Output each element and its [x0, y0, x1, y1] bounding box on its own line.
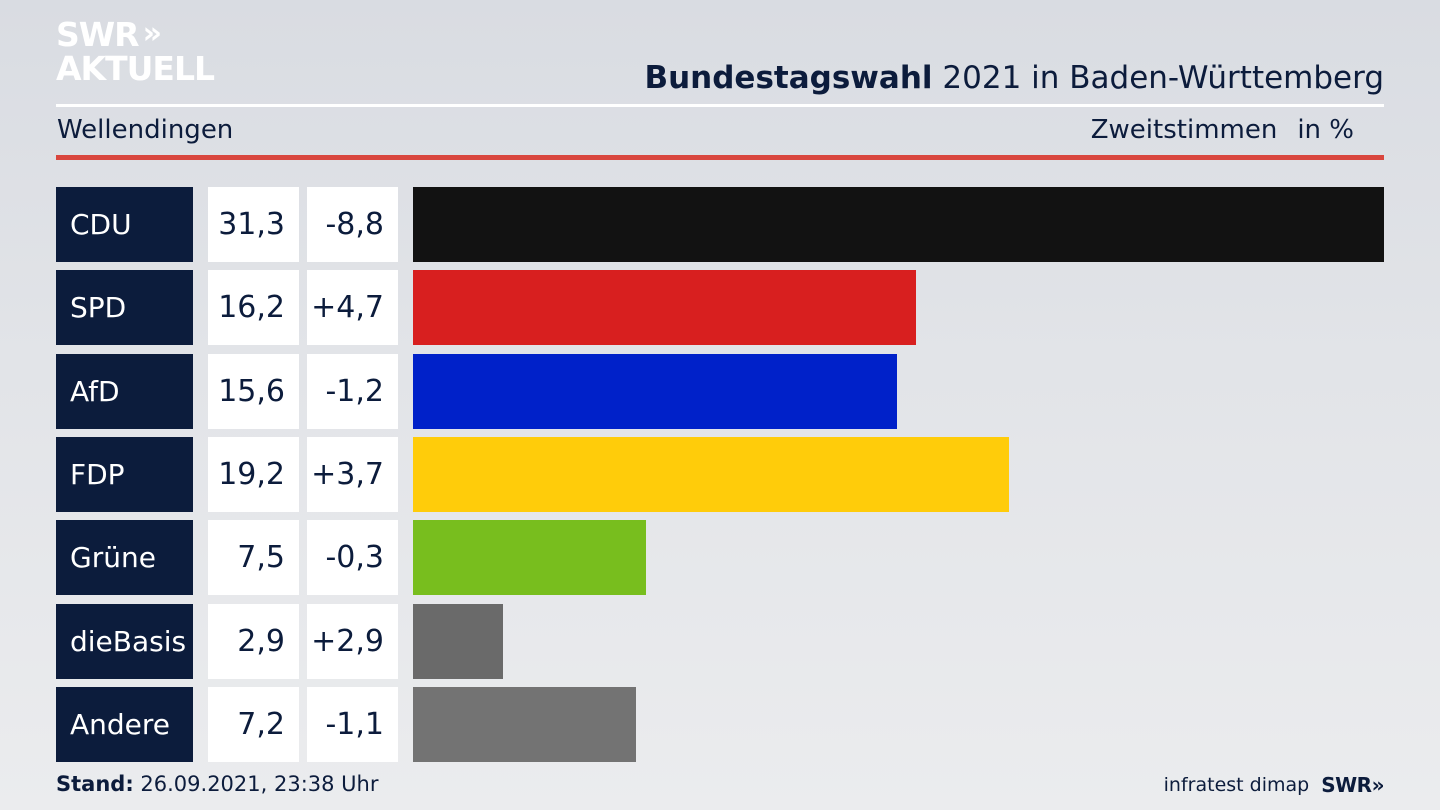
result-row-diebasis: dieBasis 2,9 +2,9 [56, 604, 1384, 679]
accent-divider [56, 155, 1384, 160]
bar-grüne [413, 520, 646, 595]
constituency-label: Wellendingen [57, 115, 234, 145]
vote-change-value: +3,7 [307, 437, 398, 512]
vote-share-value: 16,2 [208, 270, 299, 345]
vote-change-value: -1,2 [307, 354, 398, 429]
vote-change-value: -1,1 [307, 687, 398, 762]
header-divider [56, 104, 1384, 107]
page-title: Bundestagswahl 2021 in Baden-Württemberg [644, 60, 1384, 96]
chevron-right-icon: » [142, 16, 163, 51]
vote-share-value: 7,5 [208, 520, 299, 595]
result-row-fdp: FDP 19,2 +3,7 [56, 437, 1384, 512]
logo-aktuell-text: AKTUELL [56, 49, 215, 88]
timestamp: Stand: 26.09.2021, 23:38 Uhr [56, 772, 379, 796]
party-label: Andere [56, 687, 193, 762]
vote-change-value: -0,3 [307, 520, 398, 595]
result-row-andere: Andere 7,2 -1,1 [56, 687, 1384, 762]
party-label: SPD [56, 270, 193, 345]
bar-spd [413, 270, 916, 345]
stand-label: Stand: [56, 772, 134, 796]
bar-fdp [413, 437, 1009, 512]
vote-share-value: 7,2 [208, 687, 299, 762]
result-row-spd: SPD 16,2 +4,7 [56, 270, 1384, 345]
party-label: dieBasis [56, 604, 193, 679]
footer-credits: infratest dimap SWR» [1163, 773, 1385, 797]
result-row-cdu: CDU 31,3 -8,8 [56, 187, 1384, 262]
bar-andere [413, 687, 636, 762]
bar-diebasis [413, 604, 503, 679]
vote-change-value: +2,9 [307, 604, 398, 679]
vote-share-value: 19,2 [208, 437, 299, 512]
source-label: infratest dimap [1163, 774, 1310, 796]
logo-swr-text: SWR [56, 14, 140, 54]
vote-share-value: 2,9 [208, 604, 299, 679]
vote-type-label: Zweitstimmen in % [1091, 115, 1354, 145]
swr-brand-logo: SWR» [1321, 773, 1384, 797]
result-row-grüne: Grüne 7,5 -0,3 [56, 520, 1384, 595]
vote-type: Zweitstimmen [1090, 115, 1278, 145]
vote-share-value: 15,6 [208, 354, 299, 429]
party-label: Grüne [56, 520, 193, 595]
stand-value: 26.09.2021, 23:38 Uhr [133, 772, 379, 796]
party-label: FDP [56, 437, 193, 512]
vote-share-value: 31,3 [208, 187, 299, 262]
title-bold: Bundestagswahl [644, 60, 933, 96]
party-label: AfD [56, 354, 193, 429]
swr-aktuell-logo: SWR » AKTUELL [56, 14, 215, 88]
title-rest: 2021 in Baden-Württemberg [932, 60, 1384, 96]
unit-label: in % [1297, 115, 1354, 145]
vote-change-value: +4,7 [307, 270, 398, 345]
party-label: CDU [56, 187, 193, 262]
vote-change-value: -8,8 [307, 187, 398, 262]
bar-cdu [413, 187, 1384, 262]
result-row-afd: AfD 15,6 -1,2 [56, 354, 1384, 429]
bar-afd [413, 354, 897, 429]
